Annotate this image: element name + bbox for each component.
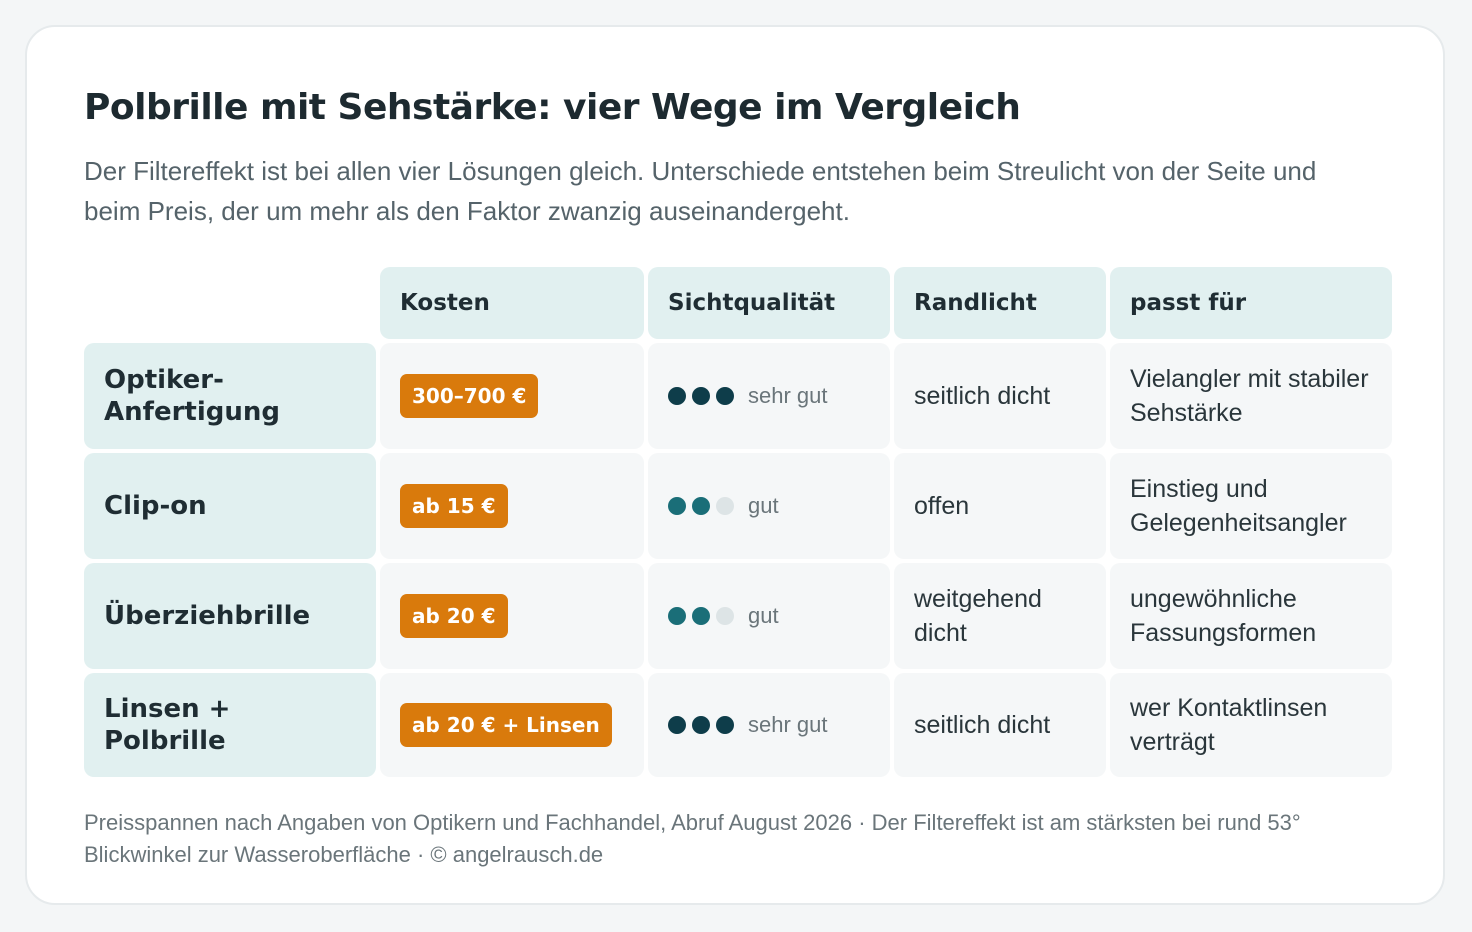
rating-dot-empty-icon [716,607,734,625]
rating-dot-filled-icon [668,387,686,405]
row-label: Linsen + Polbrille [84,673,376,777]
quality-rating [668,607,734,625]
randlicht-cell: weitgehend dicht [894,563,1106,669]
header-kosten: Kosten [380,267,644,339]
randlicht-cell: seitlich dicht [894,343,1106,449]
rating-dot-filled-icon [716,387,734,405]
rating-dot-filled-icon [692,607,710,625]
price-badge: ab 20 € + Linsen [400,703,612,747]
passt-cell: ungewöhnliche Fassungsformen [1110,563,1392,669]
quality-rating [668,497,734,515]
rating-dot-filled-icon [716,716,734,734]
price-badge: ab 20 € [400,594,508,638]
header-sichtqualitaet: Sichtqualität [648,267,890,339]
cost-cell: ab 20 € + Linsen [380,673,644,777]
header-randlicht: Randlicht [894,267,1106,339]
comparison-table: Kosten Sichtqualität Randlicht passt für… [84,267,1392,777]
row-label: Clip-on [84,453,376,559]
rating-dot-empty-icon [716,497,734,515]
price-badge: 300–700 € [400,374,539,418]
quality-text: gut [748,603,779,628]
quality-cell: sehr gut [648,673,890,777]
quality-rating [668,716,734,734]
rating-dot-filled-icon [692,497,710,515]
quality-text: sehr gut [748,712,828,737]
randlicht-cell: seitlich dicht [894,673,1106,777]
rating-dot-filled-icon [668,607,686,625]
passt-cell: wer Kontaktlinsen verträgt [1110,673,1392,777]
rating-dot-filled-icon [668,497,686,515]
cost-cell: ab 20 € [380,563,644,669]
quality-cell: gut [648,453,890,559]
cost-cell: ab 15 € [380,453,644,559]
quality-text: sehr gut [748,383,828,408]
footnote: Preisspannen nach Angaben von Optikern u… [84,810,1301,867]
quality-cell: sehr gut [648,343,890,449]
price-badge: ab 15 € [400,484,508,528]
row-label: Überziehbrille [84,563,376,669]
header-passt-fuer: passt für [1110,267,1392,339]
page-subtitle: Der Filtereffekt ist bei allen vier Lösu… [84,156,1317,226]
cost-cell: 300–700 € [380,343,644,449]
quality-text: gut [748,493,779,518]
passt-cell: Vielangler mit stabiler Sehstärke [1110,343,1392,449]
rating-dot-filled-icon [692,387,710,405]
rating-dot-filled-icon [692,716,710,734]
randlicht-cell: offen [894,453,1106,559]
rating-dot-filled-icon [668,716,686,734]
quality-cell: gut [648,563,890,669]
header-corner [84,267,376,339]
page-title: Polbrille mit Sehstärke: vier Wege im Ve… [84,87,1021,128]
row-label: Optiker- Anfertigung [84,343,376,449]
quality-rating [668,387,734,405]
comparison-card: Polbrille mit Sehstärke: vier Wege im Ve… [25,25,1445,905]
passt-cell: Einstieg und Gelegenheitsangler [1110,453,1392,559]
